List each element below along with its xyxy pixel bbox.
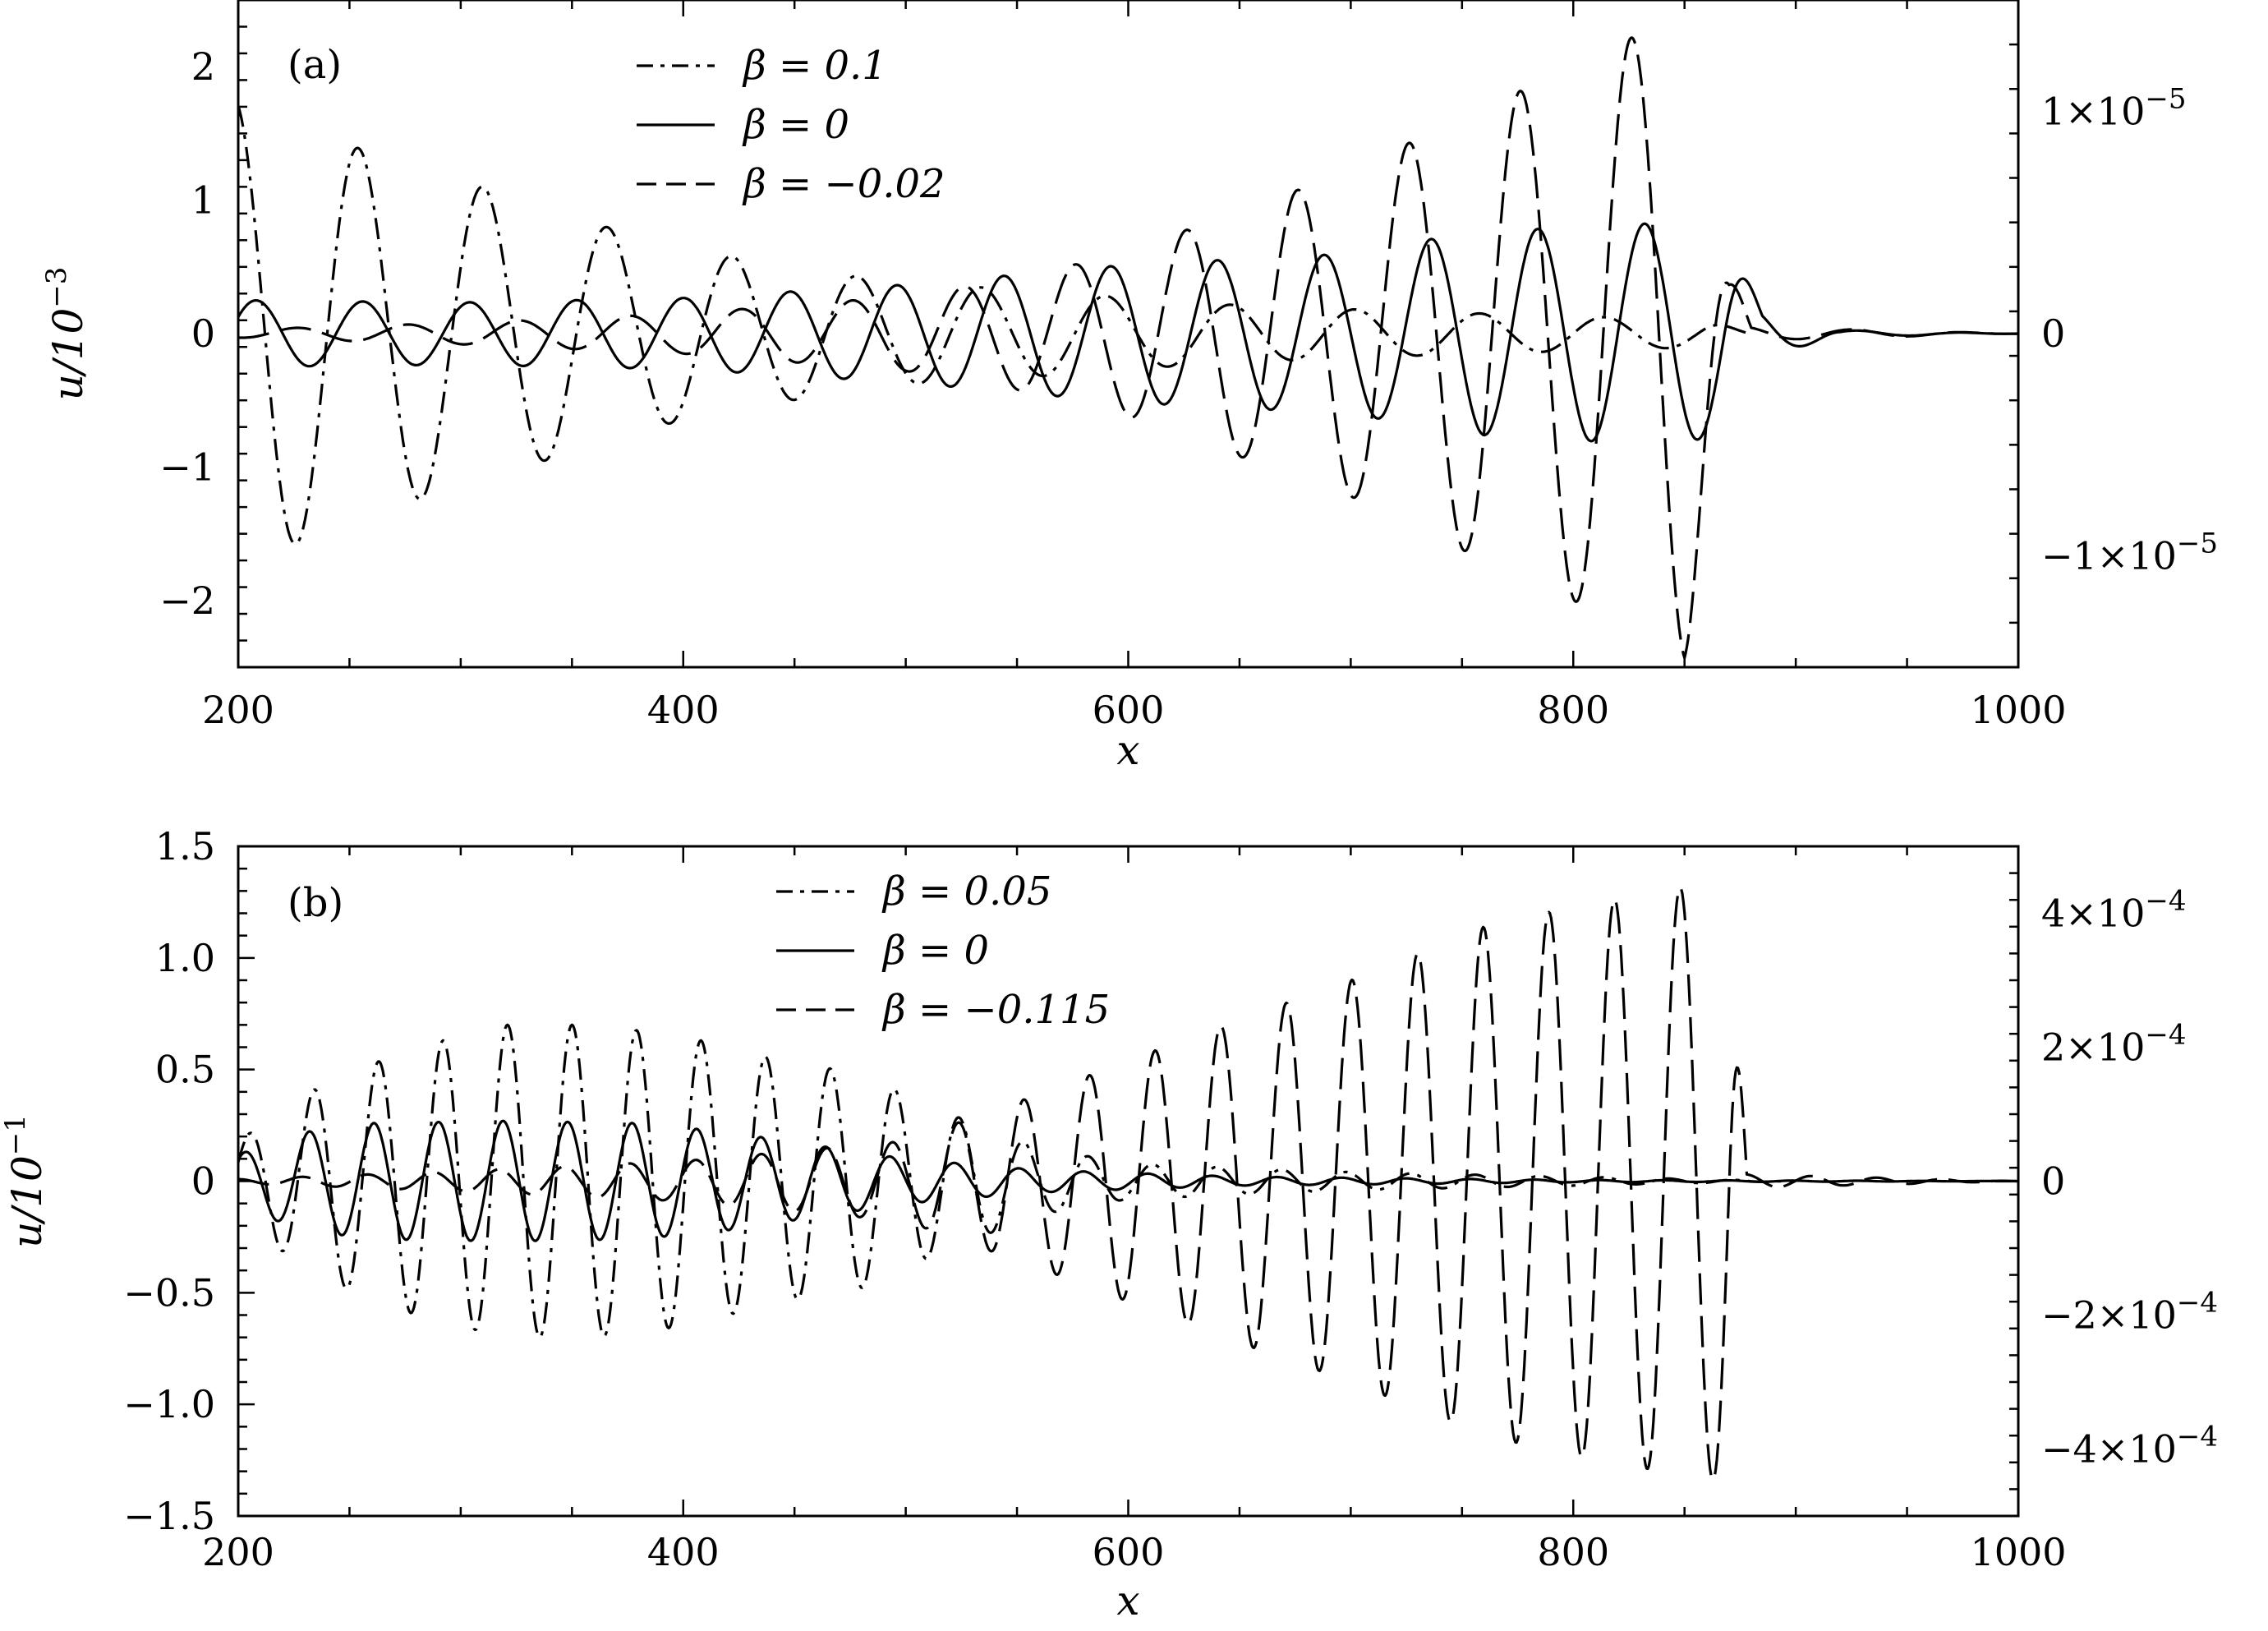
legend-entry: β = 0.05 — [881, 868, 1051, 915]
x-tick-label: 1000 — [1970, 688, 2066, 732]
right-y-tick-label: 0 — [2041, 1159, 2065, 1204]
panel-a-chart: 200 400 600 800 1000 −2 −1 0 1 2 −1×10−5 0 1×10−5 x u/… — [40, 0, 2218, 774]
right-y-tick-label: 1×10−5 — [2041, 82, 2186, 133]
y-tick-label: 0 — [191, 311, 215, 356]
legend-entry: β = 0 — [742, 102, 849, 148]
legend-entry: β = −0.02 — [742, 161, 945, 207]
series-line-dashdot — [238, 1023, 1796, 1339]
x-tick-label: 400 — [647, 688, 720, 732]
series-line-dashed — [238, 36, 2018, 660]
y-axis-label: u/10−3 — [40, 267, 92, 401]
right-y-tick-label: 0 — [2041, 311, 2065, 356]
plot-area — [238, 886, 2018, 1481]
legend-entry: β = 0 — [881, 928, 989, 974]
y-tick-label: 1 — [191, 178, 215, 223]
right-y-tick-label: −1×10−5 — [2041, 528, 2218, 578]
series-line-dashed — [238, 886, 2018, 1481]
y-tick-label: 1.0 — [155, 936, 215, 980]
plot-area — [238, 36, 2018, 660]
right-y-tick-label: 2×10−4 — [2041, 1019, 2186, 1070]
x-tick-label: 600 — [1093, 1530, 1165, 1574]
panel-label: (a) — [288, 42, 342, 88]
legend-entry: β = 0.1 — [742, 43, 887, 89]
y-tick-label: −1.0 — [123, 1382, 215, 1426]
y-tick-label: 0 — [191, 1159, 215, 1204]
x-tick-label: 1000 — [1970, 1530, 2066, 1574]
x-tick-label: 800 — [1537, 1530, 1609, 1574]
panel-b-chart: 200 400 600 800 1000 −1.5 −1.0 −0.5 0 0.5 1.0 1.5 −4… — [0, 824, 2218, 1624]
y-tick-label: −1.5 — [123, 1494, 215, 1538]
legend-entry: β = −0.115 — [881, 987, 1110, 1033]
y-tick-label: −0.5 — [123, 1270, 215, 1315]
x-tick-label: 400 — [647, 1530, 720, 1574]
y-axis-label: u/10−1 — [0, 1114, 51, 1248]
plot-frame — [237, 0, 2020, 669]
x-axis-label: x — [1116, 726, 1139, 774]
y-tick-label: 2 — [191, 44, 215, 89]
right-y-tick-label: 4×10−4 — [2041, 885, 2186, 936]
x-tick-label: 600 — [1093, 688, 1165, 732]
x-tick-label: 200 — [202, 1530, 274, 1574]
y-tick-label: −1 — [159, 445, 215, 489]
right-y-tick-label: −4×10−4 — [2041, 1421, 2218, 1472]
y-tick-label: −2 — [159, 578, 215, 623]
y-tick-label: 1.5 — [155, 824, 215, 868]
series-line-dashdot — [238, 105, 1752, 546]
x-axis-label: x — [1116, 1577, 1139, 1624]
x-tick-label: 800 — [1537, 688, 1609, 732]
y-tick-label: 0.5 — [155, 1048, 215, 1092]
x-tick-label: 200 — [202, 688, 274, 732]
panel-label: (b) — [288, 880, 343, 926]
series-line-solid — [238, 222, 2018, 443]
series-line-solid — [238, 1119, 2018, 1242]
right-y-tick-label: −2×10−4 — [2041, 1287, 2218, 1338]
